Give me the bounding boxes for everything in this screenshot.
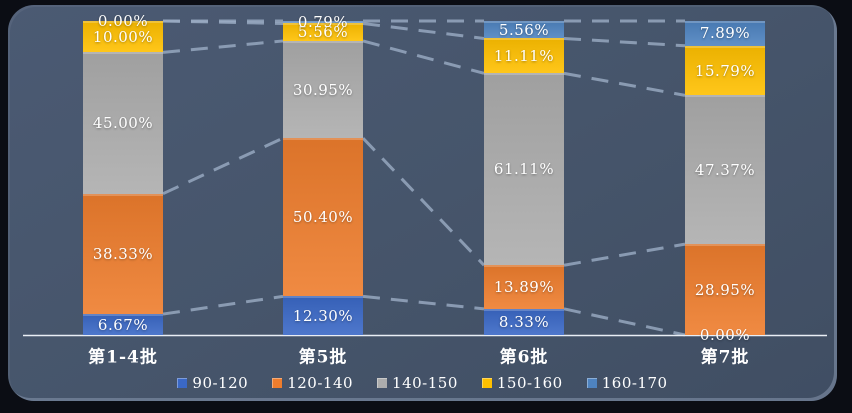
legend-swatch-140-150 (377, 378, 388, 388)
legend-swatch-150-160 (481, 378, 492, 388)
series-line-120-140 (563, 242, 686, 267)
legend-swatch-120-140 (272, 378, 283, 388)
legend-swatch-160-170 (586, 378, 597, 388)
legend-label: 140-150 (392, 374, 458, 392)
legend-item-160-170: 160-170 (586, 374, 668, 392)
series-line-140-150 (362, 39, 485, 75)
legend-swatch-90-120 (177, 378, 188, 388)
series-line-90-120 (563, 307, 686, 337)
series-line-150-160 (563, 36, 686, 48)
legend: 90-120 120-140 140-150 150-160 160-170 (8, 374, 837, 392)
legend-label: 150-160 (496, 374, 563, 392)
legend-item-120-140: 120-140 (272, 374, 353, 392)
series-line-120-140 (162, 136, 284, 196)
series-line-90-120 (362, 294, 485, 311)
legend-label: 120-140 (287, 374, 354, 392)
legend-item-150-160: 150-160 (481, 374, 563, 392)
legend-label: 160-170 (601, 374, 668, 392)
series-line-140-150 (563, 71, 686, 97)
legend-item-140-150: 140-150 (377, 374, 458, 392)
series-line-140-150 (162, 39, 284, 54)
legend-label: 90-120 (192, 374, 249, 392)
series-line-90-120 (162, 294, 284, 316)
legend-item-90-120: 90-120 (177, 374, 248, 392)
series-line-120-140 (361, 137, 486, 267)
series-line-150-160 (362, 21, 485, 40)
